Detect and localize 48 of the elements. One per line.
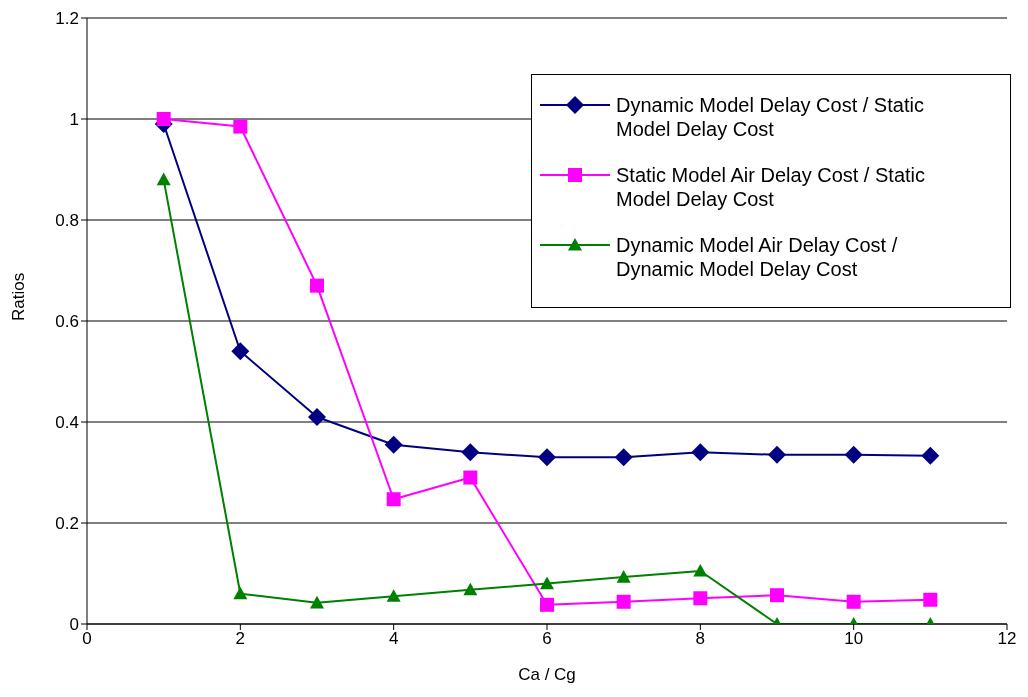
y-tick-label: 0.4 (55, 413, 79, 433)
point (156, 172, 171, 186)
point (233, 586, 248, 600)
point (156, 112, 171, 126)
y-tick-label: 1 (69, 110, 79, 130)
point (384, 435, 403, 454)
legend-label: Static Model Air Delay Cost / Static Model Delay Cost (616, 163, 926, 211)
point (846, 594, 861, 609)
x-axis-title: Ca / Cg (518, 665, 576, 684)
x-tick-label: 6 (542, 629, 552, 649)
point (463, 470, 478, 485)
point (616, 594, 631, 609)
y-tick-label: 0.2 (55, 514, 79, 534)
point (231, 342, 250, 361)
point (310, 595, 324, 609)
point (310, 278, 324, 293)
point (461, 443, 480, 462)
point (614, 448, 633, 467)
y-axis-title: Ratios (9, 272, 29, 321)
y-tick-label: 0.8 (55, 211, 79, 231)
point (463, 582, 478, 596)
point (386, 492, 401, 507)
x-tick-label: 8 (695, 629, 706, 649)
x-tick-label: 2 (235, 629, 246, 649)
point (233, 119, 248, 134)
x-tick-label: 10 (844, 629, 864, 649)
point (923, 592, 938, 607)
x-tick-label: 12 (997, 629, 1017, 649)
y-tick-label: 0 (69, 615, 79, 635)
point (693, 563, 708, 577)
y-tick-label: 1.2 (55, 9, 79, 29)
point (538, 448, 556, 467)
point (768, 445, 786, 464)
y-tick-label: 0.6 (55, 312, 79, 332)
point (540, 597, 554, 612)
point (921, 446, 940, 465)
legend-label: Dynamic Model Delay Cost / Static Model Delay Cost (616, 93, 925, 141)
point (691, 443, 710, 462)
point (308, 407, 326, 426)
legend-label: Dynamic Model Air Delay Cost / Dynamic Model Delay Cost (616, 233, 899, 281)
point (616, 570, 631, 583)
point (770, 588, 784, 603)
x-tick-label: 0 (82, 629, 92, 649)
point (540, 576, 554, 590)
x-tick-label: 4 (388, 629, 399, 649)
point (693, 591, 708, 606)
point (844, 445, 863, 464)
point (386, 589, 401, 602)
